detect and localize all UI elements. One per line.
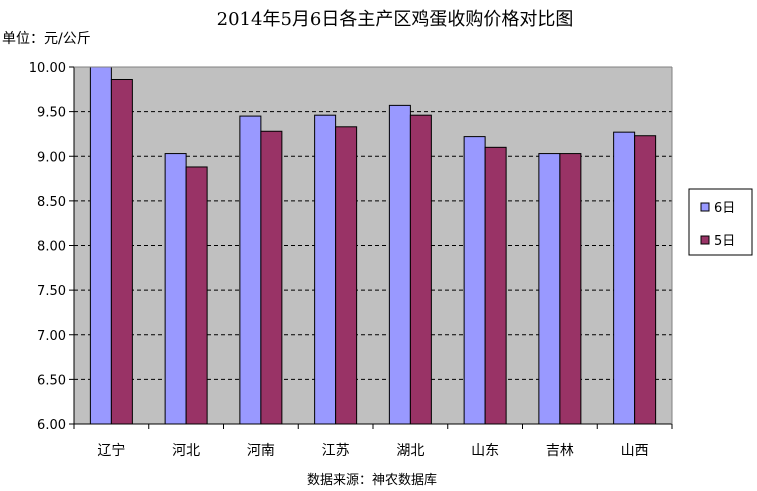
bar-day5 [110,78,133,425]
bar-day6 [613,131,636,425]
x-category-label: 吉林 [546,443,574,459]
bar-day6 [463,136,486,425]
legend-swatch [700,202,710,212]
bar-day5 [185,166,208,425]
x-category-label: 江苏 [322,443,350,459]
x-category-label: 河北 [172,443,200,459]
x-category-label: 河南 [247,443,275,459]
plot-area [74,67,672,424]
bar-day6 [388,104,411,425]
y-tick-label: 10.00 [29,61,66,76]
y-tick-labels: 6.00 6.50 7.00 7.50 8.00 8.50 9.00 9.50 10.00 [29,61,74,433]
bar-day5 [559,153,582,425]
bar-day6 [164,153,187,425]
bar-day5 [409,114,432,425]
bar-day5 [260,130,283,425]
bar-day5 [634,135,657,425]
bar-day5 [484,146,507,425]
bar-day6 [538,153,561,425]
x-category-label: 湖北 [396,443,424,459]
y-tick-label: 6.50 [37,373,66,388]
bar-day6 [314,114,337,425]
y-tick-label: 8.00 [37,240,66,255]
legend-label: 6日 [714,201,735,216]
x-category-label: 山西 [621,443,649,459]
legend-box [688,188,753,256]
bar-day6 [239,115,262,425]
bar-group [89,66,657,425]
bar-day6 [89,66,112,425]
legend-label: 5日 [714,234,735,249]
y-tick-label: 8.50 [37,195,66,210]
y-tick-label: 7.50 [37,284,66,299]
y-tick-label: 9.00 [37,150,66,165]
x-category-labels: 辽宁 河北 河南 江苏 湖北 山东 吉林 山西 [97,442,648,459]
unit-label: 单位：元/公斤 [2,31,91,47]
x-category-label: 山东 [471,443,499,459]
legend: 6日 5日 [688,188,753,256]
y-tick-label: 9.50 [37,106,66,121]
source-note: 数据来源：神农数据库 [307,472,437,488]
y-tick-label: 6.00 [37,418,66,433]
legend-swatch [700,235,710,245]
x-category-label: 辽宁 [97,442,125,459]
y-tick-label: 7.00 [37,329,66,344]
chart-title: 2014年5月6日各主产区鸡蛋收购价格对比图 [217,9,574,30]
bar-day5 [335,126,358,425]
